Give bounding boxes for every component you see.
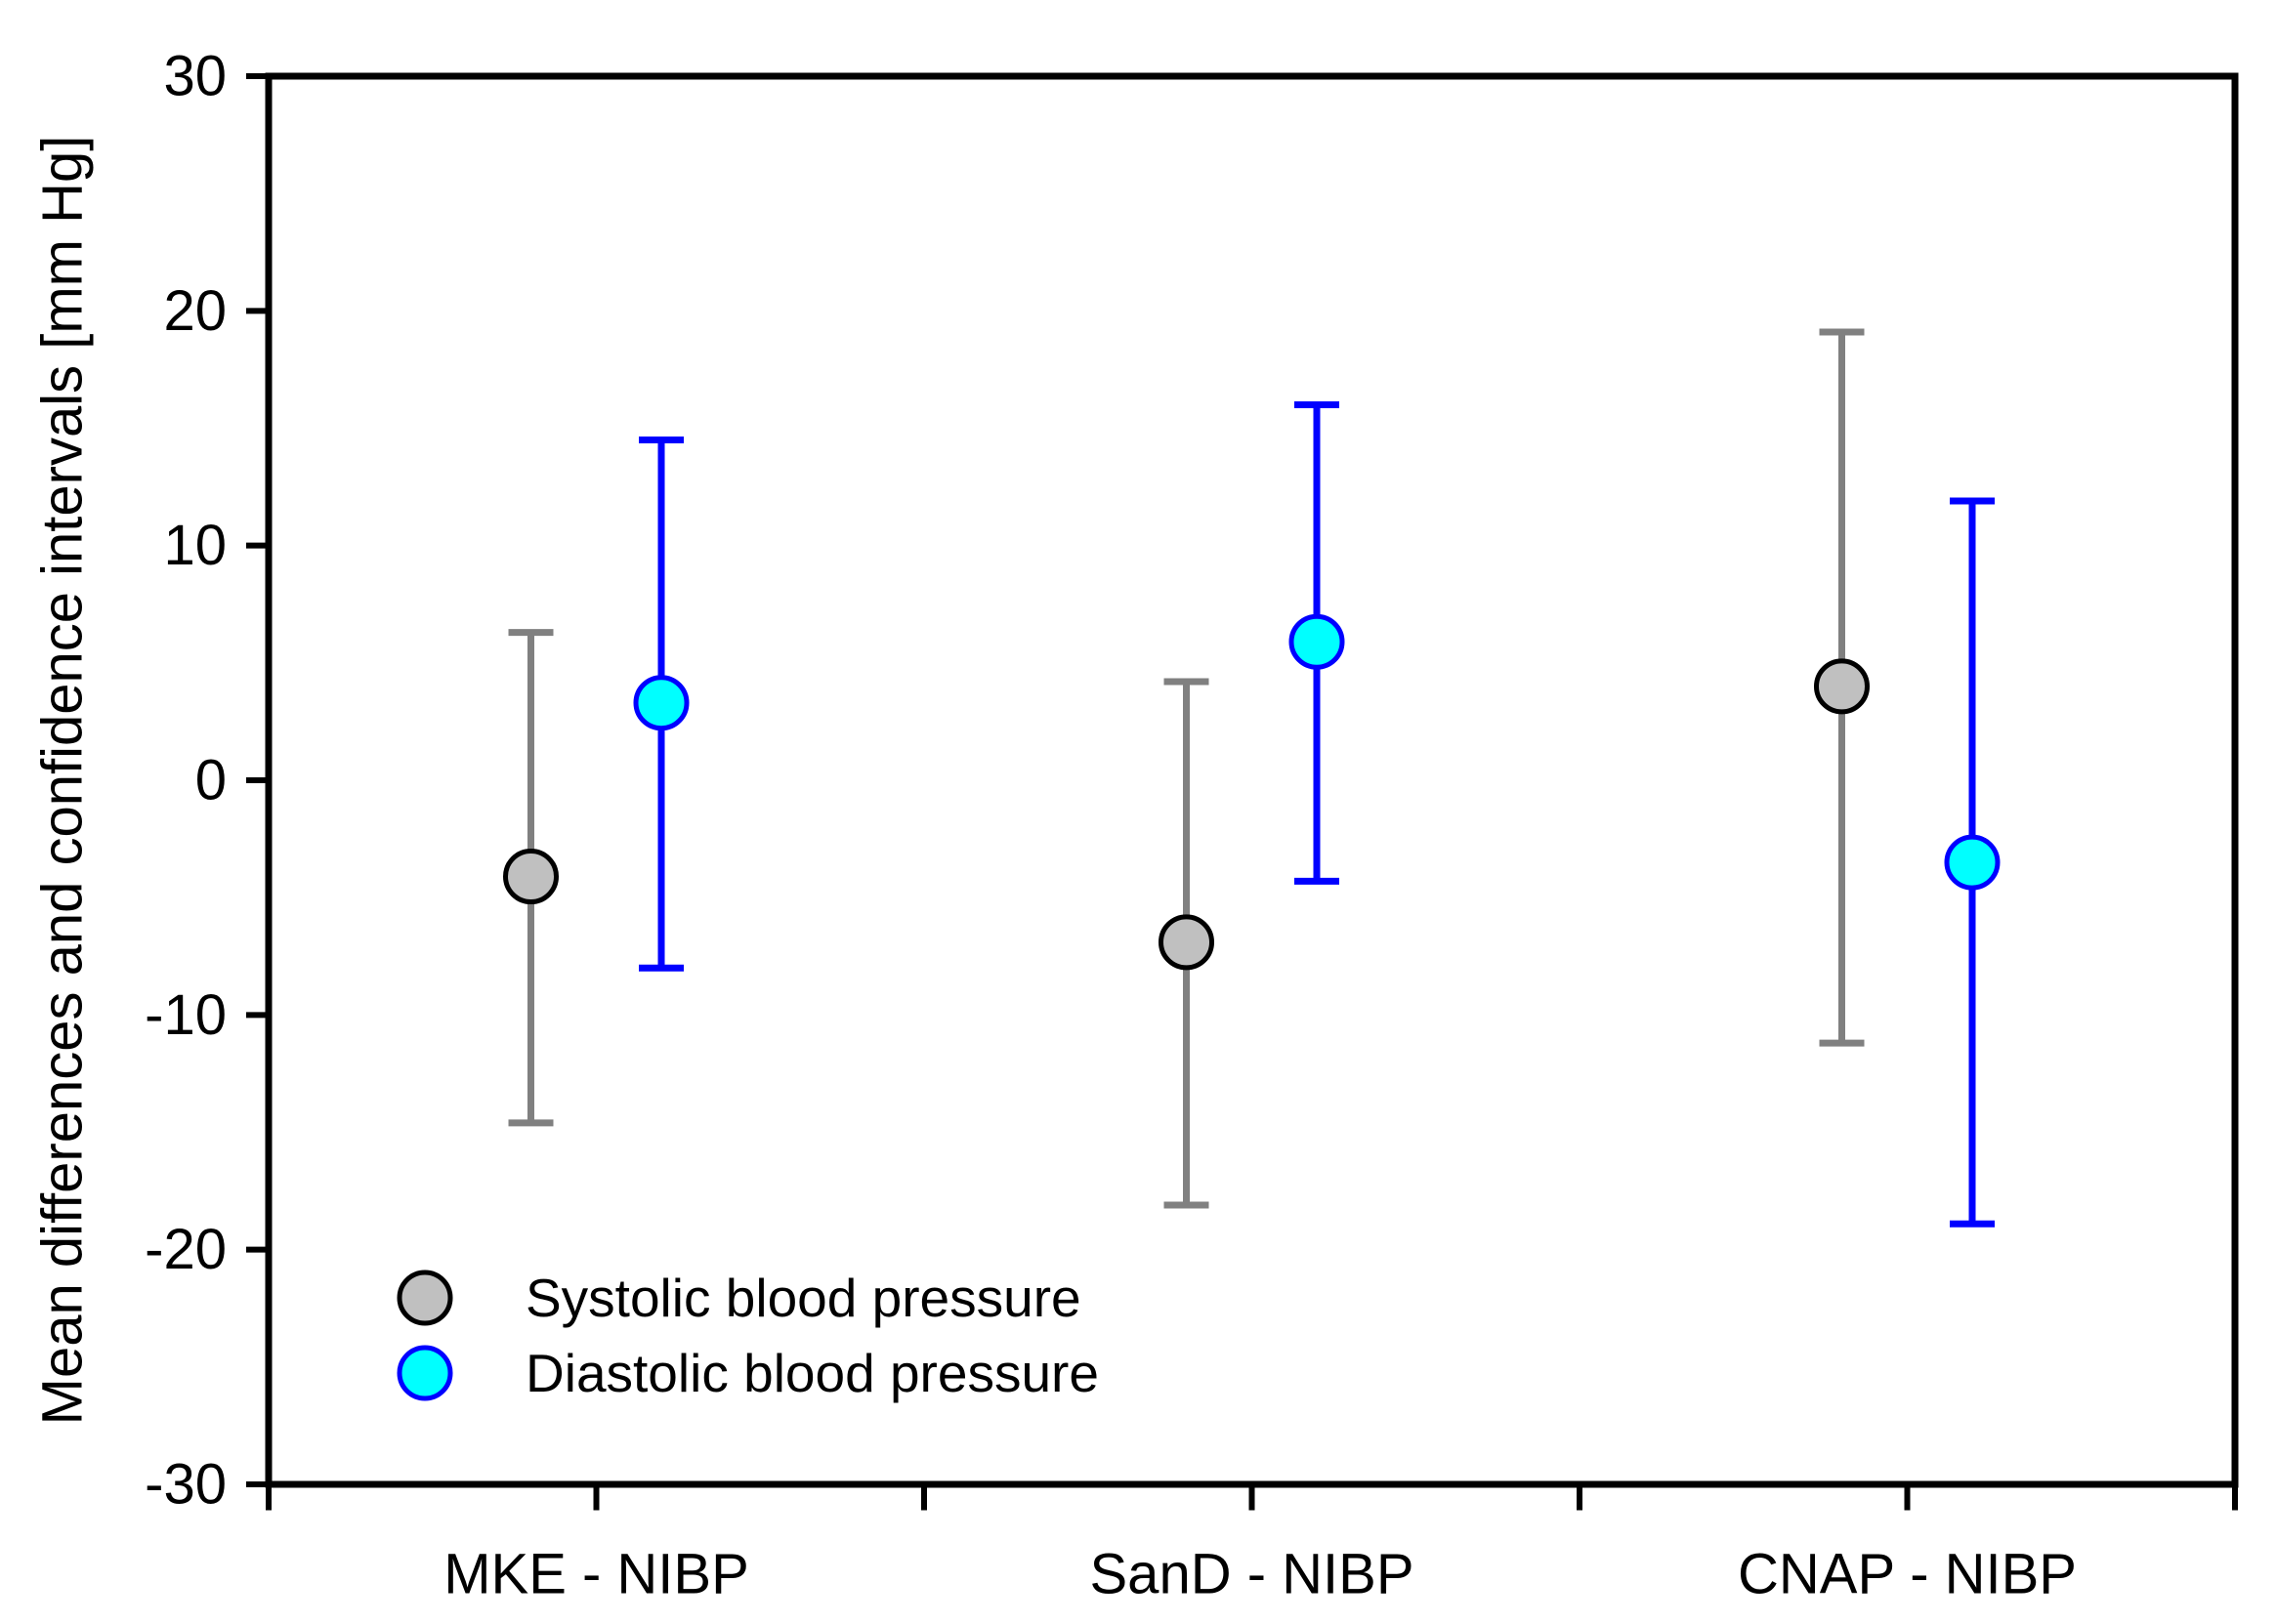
legend-marker-systolic bbox=[397, 1270, 453, 1326]
y-tick-label: 10 bbox=[163, 514, 227, 577]
y-tick-label: -20 bbox=[145, 1218, 227, 1281]
x-category-label-cnap-nibp: CNAP - NIBP bbox=[1738, 1543, 2077, 1606]
marker-diastolic-cnap-nibp bbox=[1944, 834, 2001, 891]
marker-diastolic-mke-nibp bbox=[633, 675, 690, 731]
legend-marker-diastolic bbox=[397, 1345, 453, 1401]
marker-systolic-mke-nibp bbox=[503, 849, 559, 905]
y-tick-label: 0 bbox=[195, 749, 227, 812]
y-tick-label: 30 bbox=[163, 45, 227, 108]
x-category-label-mke-nibp: MKE - NIBP bbox=[443, 1543, 749, 1606]
y-axis-title: Mean differences and confidence interval… bbox=[31, 136, 95, 1426]
legend-label-systolic: Systolic blood pressure bbox=[526, 1268, 1081, 1328]
marker-diastolic-sand-nibp bbox=[1288, 613, 1345, 670]
y-tick-label: 20 bbox=[163, 279, 227, 343]
legend-label-diastolic: Diastolic blood pressure bbox=[526, 1343, 1099, 1403]
y-tick-label: -30 bbox=[145, 1453, 227, 1517]
marker-systolic-sand-nibp bbox=[1159, 914, 1214, 971]
y-tick-label: -10 bbox=[145, 983, 227, 1047]
x-category-label-sand-nibp: SanD - NIBP bbox=[1090, 1543, 1414, 1606]
marker-systolic-cnap-nibp bbox=[1814, 658, 1870, 715]
plot-box bbox=[265, 72, 2239, 1488]
